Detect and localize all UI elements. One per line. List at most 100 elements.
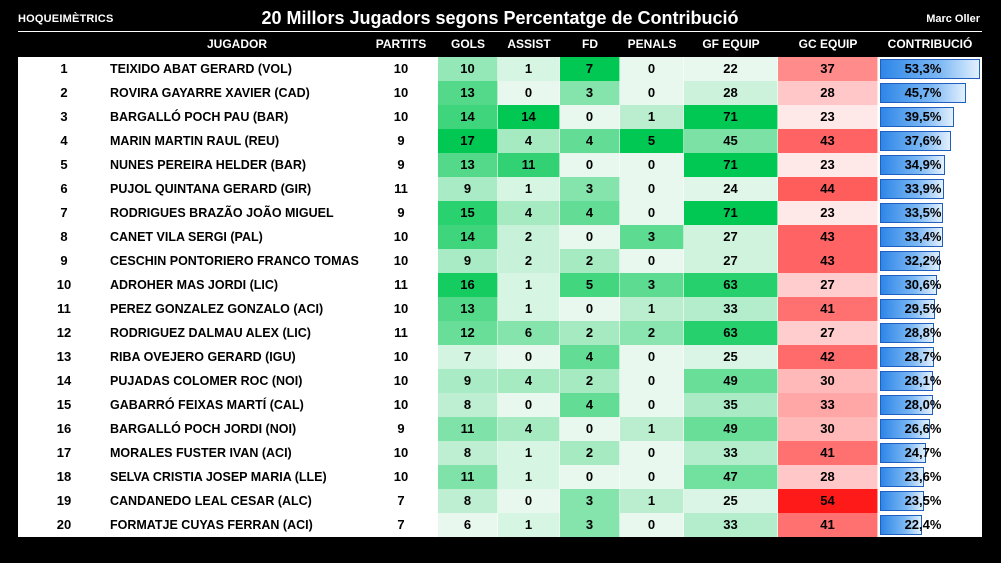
gols-cell: 8 (438, 393, 498, 417)
table-row: 14 PUJADAS COLOMER ROC (NOI) 10 9 4 2 0 49 30 28,… (18, 369, 982, 393)
penals-cell: 3 (620, 225, 684, 249)
contribution-bar (880, 467, 924, 487)
gols-cell: 11 (438, 465, 498, 489)
table-row: 18 SELVA CRISTIA JOSEP MARIA (LLE) 10 11 1 0 0… (18, 465, 982, 489)
rank-cell: 17 (18, 441, 110, 465)
player-name-cell: BARGALLÓ POCH PAU (BAR) (110, 105, 364, 129)
player-name-cell: BARGALLÓ POCH JORDI (NOI) (110, 417, 364, 441)
table-row: 20 FORMATJE CUYAS FERRAN (ACI) 7 6 1 3 0 33 41 22… (18, 513, 982, 537)
page-title: 20 Millors Jugadors segons Percentatge d… (261, 8, 739, 28)
fd-cell: 4 (560, 345, 620, 369)
contribution-label: 34,9% (904, 157, 942, 172)
gc-equip-cell: 28 (778, 81, 878, 105)
penals-cell: 0 (620, 369, 684, 393)
fd-cell: 4 (560, 129, 620, 153)
assist-cell: 4 (498, 417, 560, 441)
table-row: 12 RODRIGUEZ DALMAU ALEX (LIC) 11 12 6 2 2 63 27… (18, 321, 982, 345)
partits-cell: 7 (367, 489, 435, 513)
partits-cell: 10 (367, 249, 435, 273)
player-name-cell: MARIN MARTIN RAUL (REU) (110, 129, 364, 153)
penals-cell: 0 (620, 441, 684, 465)
partits-cell: 10 (367, 225, 435, 249)
player-name-cell: TEIXIDO ABAT GERARD (VOL) (110, 57, 364, 81)
contribution-cell: 33,9% (880, 179, 980, 199)
contribution-bar (880, 275, 937, 295)
gols-cell: 11 (438, 417, 498, 441)
rank-cell: 9 (18, 249, 110, 273)
gf-equip-cell: 27 (684, 225, 778, 249)
player-name-cell: ROVIRA GAYARRE XAVIER (CAD) (110, 81, 364, 105)
gols-cell: 14 (438, 105, 498, 129)
partits-cell: 10 (367, 345, 435, 369)
column-header-gols: GOLS (450, 37, 485, 51)
fd-cell: 0 (560, 297, 620, 321)
column-header-penals: PENALS (627, 37, 677, 51)
gf-equip-cell: 33 (684, 513, 778, 537)
contribution-cell: 28,7% (880, 347, 980, 367)
contribution-bar (880, 251, 940, 271)
penals-cell: 1 (620, 297, 684, 321)
gc-equip-cell: 41 (778, 441, 878, 465)
rank-cell: 7 (18, 201, 110, 225)
gc-equip-cell: 41 (778, 513, 878, 537)
penals-cell: 0 (620, 345, 684, 369)
header-divider (18, 31, 982, 32)
assist-cell: 0 (498, 81, 560, 105)
rank-cell: 20 (18, 513, 110, 537)
fd-cell: 0 (560, 105, 620, 129)
gc-equip-cell: 42 (778, 345, 878, 369)
contribution-label: 28,1% (904, 373, 942, 388)
table-row: 2 ROVIRA GAYARRE XAVIER (CAD) 10 13 0 3 0 28 28 4… (18, 81, 982, 105)
title-bar: 20 Millors Jugadors segons Percentatge d… (18, 8, 982, 30)
gf-equip-cell: 22 (684, 57, 778, 81)
contribution-cell: 34,9% (880, 155, 980, 175)
column-header-gf-equip: GF EQUIP (702, 37, 760, 51)
player-name-cell: SELVA CRISTIA JOSEP MARIA (LLE) (110, 465, 364, 489)
fd-cell: 3 (560, 489, 620, 513)
contribution-label: 37,6% (904, 133, 942, 148)
penals-cell: 2 (620, 321, 684, 345)
assist-cell: 11 (498, 153, 560, 177)
fd-cell: 2 (560, 369, 620, 393)
contribution-bar (880, 347, 934, 367)
gc-equip-cell: 27 (778, 321, 878, 345)
author-label: Marc Oller (926, 13, 980, 25)
table-row: 6 PUJOL QUINTANA GERARD (GIR) 11 9 1 3 0 24 44 33… (18, 177, 982, 201)
assist-cell: 2 (498, 249, 560, 273)
contribution-cell: 26,6% (880, 419, 980, 439)
contribution-label: 24,7% (904, 445, 942, 460)
contribution-label: 32,2% (904, 253, 942, 268)
partits-cell: 9 (367, 129, 435, 153)
fd-cell: 0 (560, 225, 620, 249)
fd-cell: 0 (560, 153, 620, 177)
gc-equip-cell: 23 (778, 201, 878, 225)
contribution-label: 39,5% (904, 109, 942, 124)
assist-cell: 1 (498, 441, 560, 465)
penals-cell: 0 (620, 177, 684, 201)
partits-cell: 10 (367, 297, 435, 321)
contribution-cell: 24,7% (880, 443, 980, 463)
contribution-label: 33,5% (904, 205, 942, 220)
fd-cell: 5 (560, 273, 620, 297)
gf-equip-cell: 49 (684, 369, 778, 393)
fd-cell: 2 (560, 321, 620, 345)
table-row: 5 NUNES PEREIRA HELDER (BAR) 9 13 11 0 0 71 23 34… (18, 153, 982, 177)
gols-cell: 15 (438, 201, 498, 225)
rank-cell: 2 (18, 81, 110, 105)
contribution-bar (880, 395, 933, 415)
penals-cell: 0 (620, 513, 684, 537)
assist-cell: 1 (498, 465, 560, 489)
penals-cell: 0 (620, 81, 684, 105)
player-name-cell: CESCHIN PONTORIERO FRANCO TOMAS (PAL) (110, 249, 364, 292)
contribution-bar (880, 371, 933, 391)
player-name-cell: GABARRÓ FEIXAS MARTÍ (CAL) (110, 393, 364, 417)
player-name-cell: CANET VILA SERGI (PAL) (110, 225, 364, 249)
partits-cell: 9 (367, 153, 435, 177)
table-row: 10 ADROHER MAS JORDI (LIC) 11 16 1 5 3 63 27 30,6… (18, 273, 982, 297)
fd-cell: 3 (560, 81, 620, 105)
gols-cell: 9 (438, 249, 498, 273)
penals-cell: 0 (620, 249, 684, 273)
contribution-bar (880, 203, 943, 223)
